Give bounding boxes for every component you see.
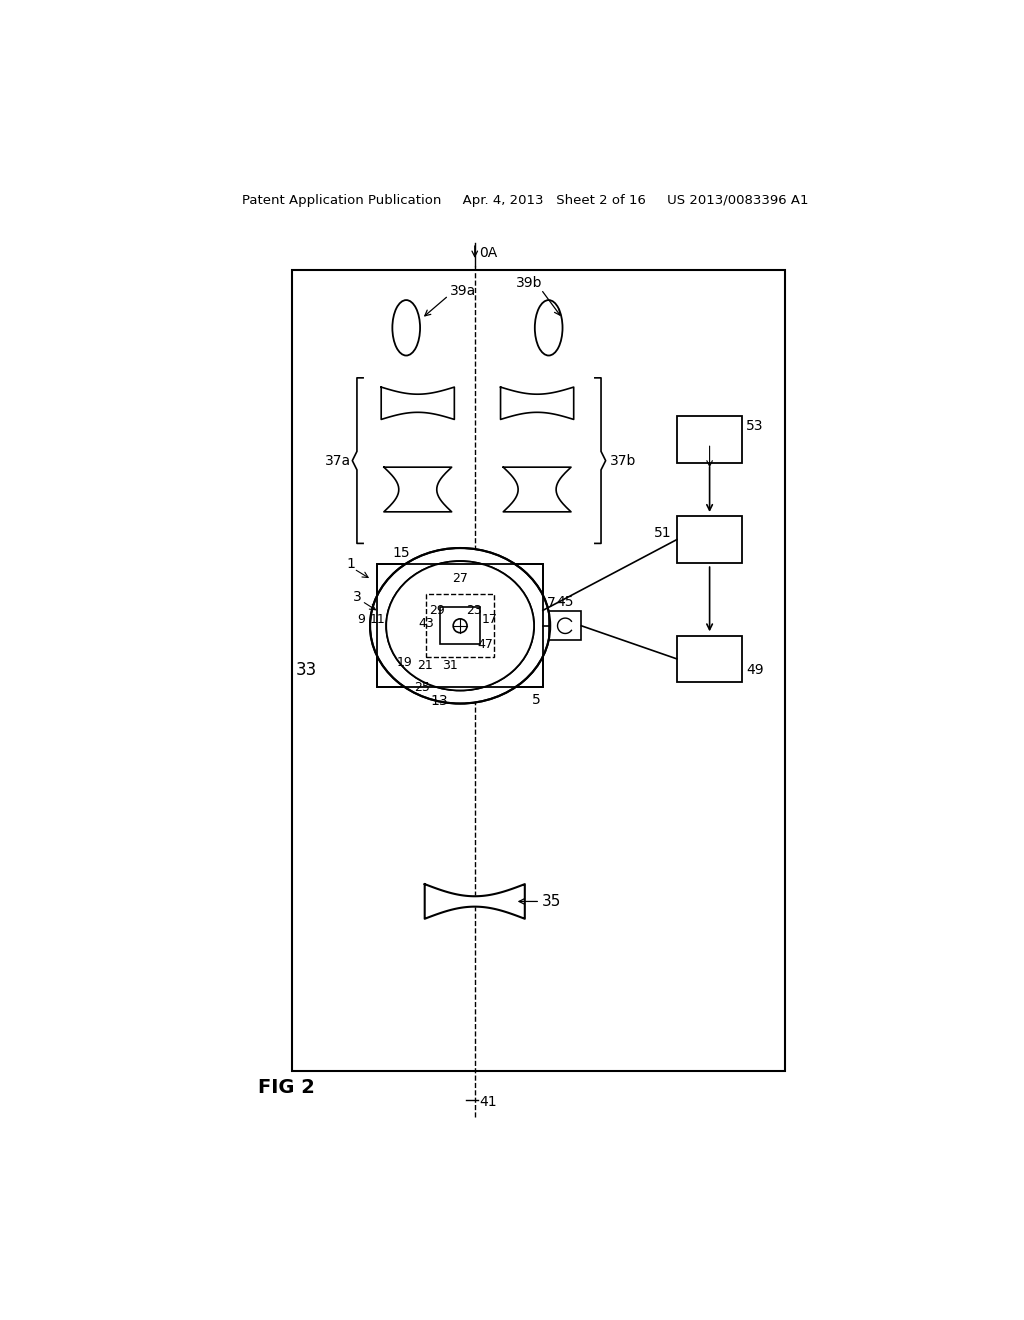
Bar: [677, 516, 742, 562]
Text: 5: 5: [532, 693, 541, 706]
Text: 31: 31: [441, 659, 458, 672]
Text: 17: 17: [481, 612, 498, 626]
Text: 37a: 37a: [326, 454, 351, 467]
Text: 19: 19: [397, 656, 413, 669]
Polygon shape: [384, 467, 452, 512]
Text: 53: 53: [746, 418, 764, 433]
Text: 41: 41: [479, 1094, 497, 1109]
Text: FIG 2: FIG 2: [258, 1078, 314, 1097]
Text: 25: 25: [414, 681, 430, 694]
Text: 35: 35: [542, 894, 561, 909]
Polygon shape: [501, 387, 573, 420]
Text: 39b: 39b: [516, 276, 543, 290]
Polygon shape: [503, 467, 571, 512]
Text: 37b: 37b: [609, 454, 636, 467]
Ellipse shape: [370, 548, 550, 704]
Text: 1: 1: [346, 557, 355, 572]
Polygon shape: [381, 387, 455, 420]
Text: 33: 33: [295, 661, 316, 680]
Text: 3: 3: [352, 590, 361, 603]
Text: 27: 27: [453, 572, 468, 585]
Text: 15: 15: [393, 546, 411, 561]
Ellipse shape: [392, 300, 420, 355]
Text: 43: 43: [419, 616, 434, 630]
Text: 0A: 0A: [479, 246, 498, 260]
Bar: [440, 607, 480, 644]
Text: 45: 45: [556, 595, 574, 609]
Text: 29: 29: [429, 603, 445, 616]
Text: 13: 13: [431, 694, 449, 709]
Text: 47: 47: [477, 638, 493, 651]
Text: 23: 23: [466, 603, 482, 616]
Bar: [549, 611, 582, 640]
Ellipse shape: [386, 561, 535, 690]
Bar: [677, 636, 742, 682]
Bar: [292, 271, 785, 1071]
Text: 51: 51: [653, 527, 672, 540]
Text: 9: 9: [357, 612, 366, 626]
Text: 21: 21: [417, 659, 433, 672]
Text: Patent Application Publication     Apr. 4, 2013   Sheet 2 of 16     US 2013/0083: Patent Application Publication Apr. 4, 2…: [242, 194, 808, 207]
Polygon shape: [425, 884, 524, 919]
Bar: [677, 416, 742, 462]
Bar: [426, 594, 494, 657]
Text: 39a: 39a: [451, 284, 476, 298]
Text: 11: 11: [370, 612, 385, 626]
Bar: [378, 564, 543, 688]
Text: 49: 49: [746, 664, 764, 677]
Text: 7: 7: [547, 595, 555, 610]
Ellipse shape: [535, 300, 562, 355]
Bar: [378, 564, 543, 688]
